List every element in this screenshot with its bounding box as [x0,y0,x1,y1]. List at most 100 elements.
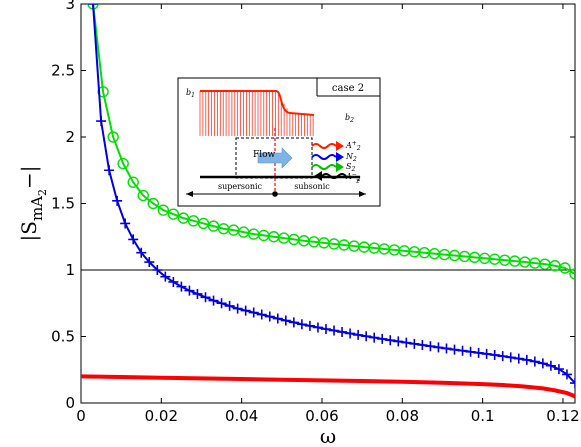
series-point [449,344,460,355]
series-point [120,218,131,229]
series-point [513,353,524,364]
series-point [505,352,516,363]
y-tick-label: 2.5 [51,62,75,80]
inset-subsonic-label: subsonic [294,182,330,191]
inset-region-dot [272,191,278,197]
series-point [192,288,203,299]
series-group [81,4,575,399]
inset-flow-label: Flow [253,150,276,160]
series-point [465,346,476,357]
series-point [481,348,492,359]
x-tick-label: 0.08 [386,407,419,425]
inset-wave-a-minus [321,173,347,179]
series-point [304,320,315,331]
inset-wave-label: N2 [345,152,357,163]
series-point [521,354,532,365]
series-point [329,325,340,336]
x-tick-label: 0.06 [305,407,338,425]
series-point [248,307,259,318]
series-point [112,195,123,206]
inset-wave-s [311,164,337,170]
series-point [117,157,129,170]
series-point [296,319,307,330]
series-point [147,197,159,210]
inset-supersonic-label: supersonic [218,182,263,191]
series-point [369,332,380,343]
series-point [385,335,396,346]
series-point [104,165,115,176]
series-point [489,349,500,360]
x-tick-label: 0 [76,407,86,425]
series-point [545,360,556,371]
x-tick-label: 0.1 [471,407,495,425]
inset-wave-label: S2 [346,162,355,173]
series-point [152,265,163,275]
inset-dashed-box [235,137,313,179]
series-point [264,311,275,322]
series-point [168,276,179,287]
inset-wave-n [311,154,337,160]
inset-wave-s-head [336,162,344,172]
series-point [570,378,575,389]
series-point [529,356,540,367]
x-axis-label: ω [320,424,336,447]
y-tick-label: 3 [65,0,75,13]
series-point [88,4,99,9]
series-point [137,189,149,202]
series-point [569,268,575,280]
x-tick-label: 0.02 [145,407,178,425]
series-point [433,342,444,353]
series-point [417,340,428,351]
y-axis-label: |SmA2−| [17,165,49,241]
series-point [136,247,147,258]
series-point [240,305,251,316]
chart-marks: 0 0.02 0.04 0.06 0.08 0.1 0.12 0 0.5 1 1.5 2 2.5 3 ω |S… [17,0,580,447]
series-point [473,347,484,358]
y-tick-label: 0.5 [51,328,75,346]
series-point [160,271,171,282]
series-point [216,298,227,309]
inset-wave-label: A+2 [345,140,361,152]
series-point [353,329,364,340]
series-point [272,313,283,324]
series-line-0 [92,4,575,275]
inset-wave-a-minus-head [314,171,322,181]
series-point [232,303,243,314]
inset-case-label: case 2 [332,83,364,94]
inset-wave-label: A−2 [345,171,361,183]
series-point [409,338,420,349]
series-point [280,315,291,326]
inset-z-label: z [355,177,360,185]
inset-region-arrow-right-head [359,191,366,197]
x-tick-label: 0.12 [546,407,579,425]
series-point [184,285,195,296]
inset-wave-a-plus [311,143,337,149]
series-point [167,208,180,220]
inset-flow-arrow [257,147,293,169]
y-tick-label: 1 [65,261,75,279]
series-point [176,281,187,292]
series-point [377,333,388,344]
y-tick-label: 0 [65,394,75,412]
series-point [144,257,155,268]
inset-bristles [199,91,314,136]
series-point [497,351,508,362]
series-line-2 [81,374,575,399]
y-tick-label: 1.5 [51,195,75,213]
series-point [441,343,452,354]
series-point [457,345,468,356]
series-point [361,331,372,342]
series-point [401,337,412,348]
series-point [200,292,211,303]
inset-top-contour [200,90,315,116]
inset-region-arrow-left-head [186,191,193,197]
series-point [224,300,235,311]
series-point [393,336,404,347]
series-point [559,262,571,274]
series-point [345,328,356,339]
series-point [127,176,139,188]
series-point [425,341,436,352]
